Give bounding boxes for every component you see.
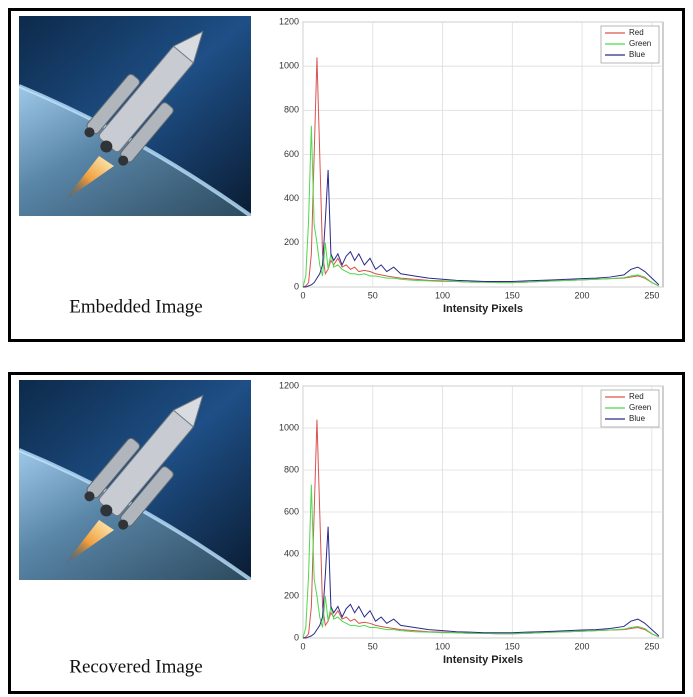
figure: Embedded Image 0 200 400 600 800 1000 1200 0 50 1… — [11, 11, 682, 339]
legend-label: Green — [629, 39, 651, 48]
caption: Recovered Image — [69, 656, 202, 677]
x-axis-label: Intensity Pixels — [443, 654, 523, 666]
x-tick-label: 250 — [644, 641, 659, 651]
x-tick-label: 0 — [300, 641, 305, 651]
y-tick-label: 0 — [294, 632, 299, 642]
y-tick-label: 1200 — [279, 380, 299, 390]
x-tick-label: 0 — [300, 290, 305, 300]
y-tick-label: 600 — [284, 149, 299, 159]
legend-label: Green — [629, 403, 651, 412]
legend-label: Blue — [629, 414, 646, 423]
chart: 0 200 400 600 800 1000 1200 0 50 100 150 200 250 Inte… — [279, 380, 663, 666]
x-tick-label: 150 — [505, 641, 520, 651]
x-tick-label: 50 — [368, 641, 378, 651]
chart: 0 200 400 600 800 1000 1200 0 50 100 150 200 250 Inte… — [279, 16, 663, 315]
x-tick-label: 150 — [505, 290, 520, 300]
x-tick-label: 200 — [575, 290, 590, 300]
y-tick-label: 800 — [284, 464, 299, 474]
y-tick-label: 200 — [284, 237, 299, 247]
legend-label: Blue — [629, 50, 646, 59]
x-tick-label: 250 — [644, 290, 659, 300]
panel: Recovered Image 0 200 400 600 800 1000 1200 0 50… — [8, 372, 685, 694]
y-tick-label: 1000 — [279, 422, 299, 432]
legend-label: Red — [629, 392, 644, 401]
x-tick-label: 100 — [435, 641, 450, 651]
rocket-image — [19, 377, 251, 580]
y-tick-label: 1200 — [279, 16, 299, 26]
rocket-image — [19, 13, 251, 216]
figure: Recovered Image 0 200 400 600 800 1000 1200 0 50… — [11, 375, 682, 691]
x-axis-label: Intensity Pixels — [443, 303, 523, 315]
y-tick-label: 0 — [294, 281, 299, 291]
legend-label: Red — [629, 28, 644, 37]
y-tick-label: 800 — [284, 105, 299, 115]
y-tick-label: 400 — [284, 548, 299, 558]
page: {"captions": ["Embedded Image", "Recover… — [0, 0, 693, 697]
y-tick-label: 1000 — [279, 61, 299, 71]
x-tick-label: 200 — [575, 641, 590, 651]
y-tick-label: 400 — [284, 193, 299, 203]
y-tick-label: 600 — [284, 506, 299, 516]
y-tick-label: 200 — [284, 590, 299, 600]
panel: Embedded Image 0 200 400 600 800 1000 1200 0 50 1… — [8, 8, 685, 342]
x-tick-label: 50 — [368, 290, 378, 300]
x-tick-label: 100 — [435, 290, 450, 300]
caption: Embedded Image — [69, 296, 202, 317]
